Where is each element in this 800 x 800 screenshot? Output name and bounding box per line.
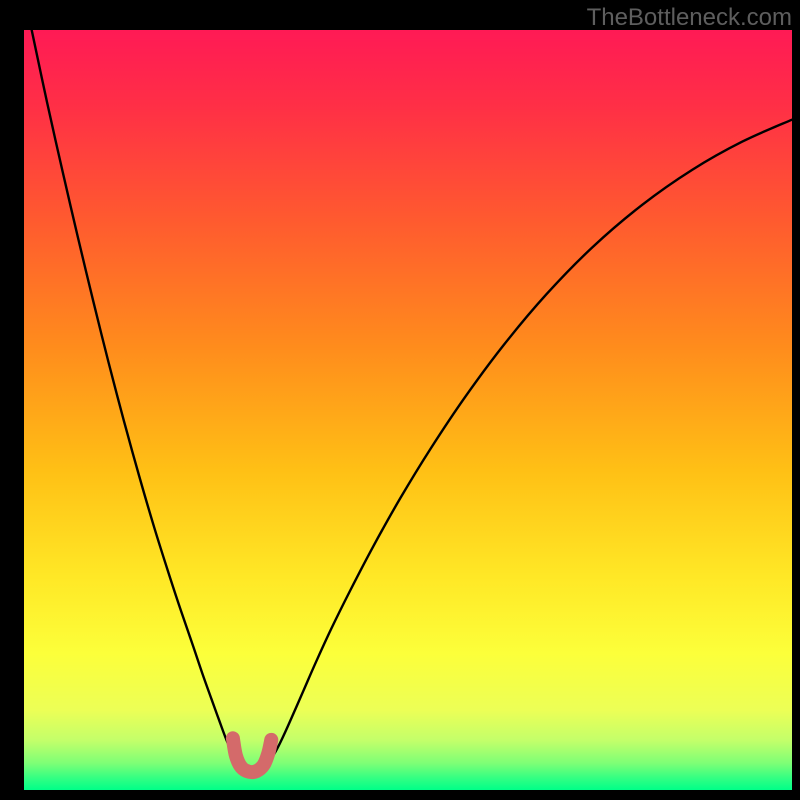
chart-frame: TheBottleneck.com — [0, 0, 800, 800]
plot-background-gradient — [24, 30, 792, 790]
bottleneck-chart — [0, 0, 800, 800]
watermark-text: TheBottleneck.com — [587, 4, 792, 32]
